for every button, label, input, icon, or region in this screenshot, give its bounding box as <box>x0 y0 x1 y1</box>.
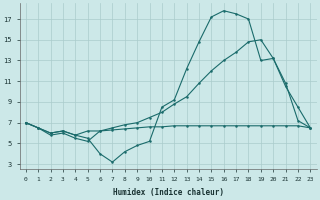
X-axis label: Humidex (Indice chaleur): Humidex (Indice chaleur) <box>113 188 224 197</box>
